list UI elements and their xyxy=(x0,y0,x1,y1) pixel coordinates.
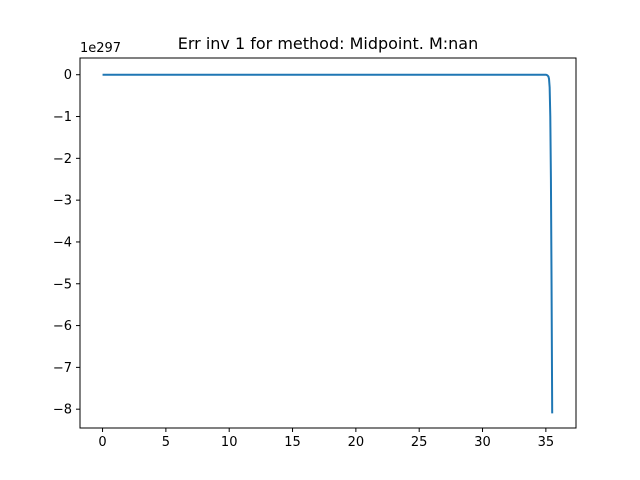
y-tick-label: −8 xyxy=(53,403,72,418)
chart-title: Err inv 1 for method: Midpoint. M:nan xyxy=(178,34,479,53)
y-axis-ticks: 0 −1 −2 −3 −4 −5 −6 −7 −8 xyxy=(53,68,80,418)
y-tick-label: −6 xyxy=(53,319,72,334)
plot-area-frame xyxy=(79,57,577,429)
x-tick-label: 30 xyxy=(474,435,491,450)
series-line-1 xyxy=(102,73,554,414)
x-tick-label: 5 xyxy=(162,435,170,450)
y-tick-label: −3 xyxy=(53,194,72,209)
x-tick-label: 15 xyxy=(284,435,301,450)
y-axis-offset-label: 1e297 xyxy=(80,41,121,56)
y-tick-label: −1 xyxy=(53,110,72,125)
x-tick-label: 10 xyxy=(221,435,238,450)
y-tick-label: −7 xyxy=(53,361,72,376)
x-tick-label: 20 xyxy=(348,435,365,450)
y-tick-label: −5 xyxy=(53,277,72,292)
x-tick-label: 35 xyxy=(538,435,555,450)
x-tick-label: 25 xyxy=(411,435,428,450)
y-tick-label: −2 xyxy=(53,152,72,167)
x-axis-ticks: 0 5 10 15 20 25 30 35 xyxy=(98,428,554,450)
series-layer xyxy=(102,73,554,414)
y-tick-label: −4 xyxy=(53,235,72,250)
y-tick-label: 0 xyxy=(64,68,72,83)
x-tick-label: 0 xyxy=(98,435,106,450)
